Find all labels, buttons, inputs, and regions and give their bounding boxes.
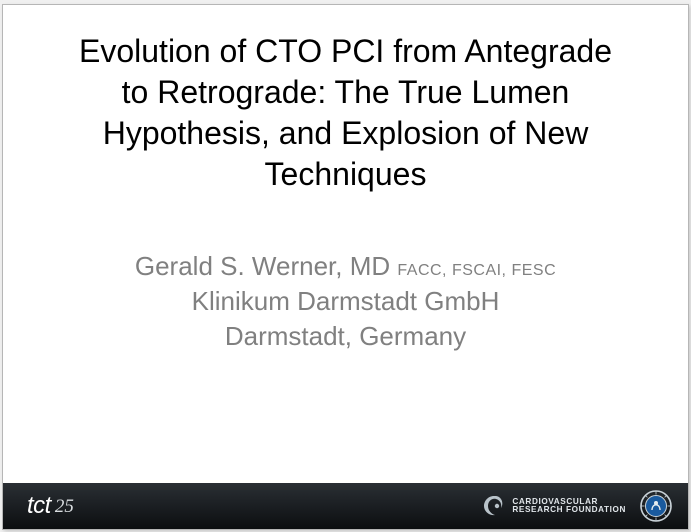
slide-content: Evolution of CTO PCI from Antegrade to R…: [3, 5, 688, 483]
crf-swirl-icon: [482, 494, 506, 518]
tct-logo-text: tct: [27, 492, 51, 520]
footer-brand: tct 25: [27, 492, 74, 520]
author-location: Darmstadt, Germany: [63, 319, 628, 354]
slide: Evolution of CTO PCI from Antegrade to R…: [3, 5, 688, 529]
crf-line2: RESEARCH FOUNDATION: [512, 506, 626, 514]
footer-bar: tct 25 CARDIOVASCULAR RESEARCH FOUNDATIO…: [3, 483, 688, 529]
seal-icon: [640, 490, 672, 522]
slide-title: Evolution of CTO PCI from Antegrade to R…: [63, 31, 628, 195]
slide-container: Evolution of CTO PCI from Antegrade to R…: [2, 4, 689, 530]
crf-text: CARDIOVASCULAR RESEARCH FOUNDATION: [512, 498, 626, 514]
author-name: Gerald S. Werner, MD: [135, 251, 390, 281]
tct-edition-number: 25: [55, 496, 74, 518]
author-line: Gerald S. Werner, MD FACC, FSCAI, FESC: [63, 249, 628, 284]
author-affiliation: Klinikum Darmstadt GmbH: [63, 284, 628, 319]
author-credentials: FACC, FSCAI, FESC: [397, 262, 556, 279]
footer-right: CARDIOVASCULAR RESEARCH FOUNDATION: [482, 490, 672, 522]
crf-logo: CARDIOVASCULAR RESEARCH FOUNDATION: [482, 494, 626, 518]
author-block: Gerald S. Werner, MD FACC, FSCAI, FESC K…: [63, 249, 628, 354]
